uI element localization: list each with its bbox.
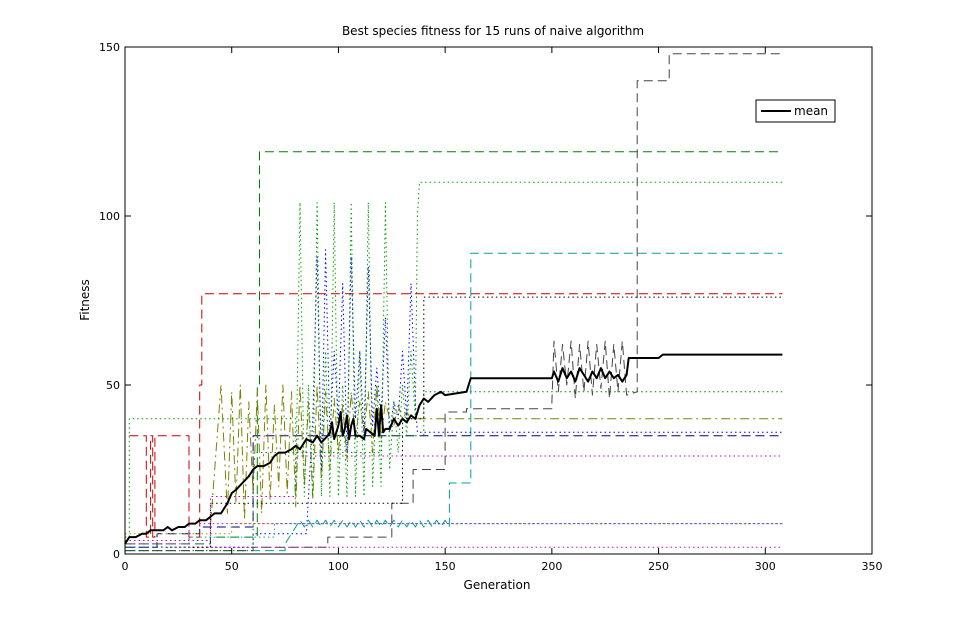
x-tick-label-5: 250	[648, 560, 669, 573]
series-line-mean	[124, 353, 783, 545]
series-layer	[124, 53, 783, 552]
plot-area	[125, 47, 872, 554]
series-line-run-10	[125, 455, 783, 541]
x-tick-label-4: 200	[541, 560, 562, 573]
y-axis-label: Fitness	[78, 279, 92, 321]
x-tick-label-3: 150	[435, 560, 456, 573]
series-line-run-4	[125, 252, 783, 552]
legend: mean	[755, 99, 836, 123]
tick-layer: 0 50 100 150 200 250 300 350 0 50 100 150	[99, 41, 883, 573]
legend-box	[755, 99, 836, 123]
series-line-run-2	[129, 293, 783, 538]
series-line-run-5	[209, 384, 783, 528]
y-tick-label-2: 100	[99, 210, 120, 223]
x-tick-label-0: 0	[122, 560, 129, 573]
series-line-run-1	[125, 435, 783, 548]
series-line-run-11	[125, 181, 783, 538]
y-tick-label-0: 0	[113, 548, 120, 561]
x-tick-label-6: 300	[755, 560, 776, 573]
x-tick-label-2: 100	[328, 560, 349, 573]
x-tick-label-1: 50	[225, 560, 239, 573]
x-tick-label-7: 350	[862, 560, 883, 573]
plot-frame	[124, 46, 873, 555]
series-line-run-3	[125, 151, 783, 545]
series-line-run-9	[125, 523, 783, 545]
chart-title: Best species fitness for 15 runs of naiv…	[342, 24, 644, 38]
y-tick-label-1: 50	[106, 379, 120, 392]
legend-label-mean: mean	[794, 104, 828, 118]
y-tick-label-3: 150	[99, 41, 120, 54]
series-line-run-15	[125, 523, 783, 548]
x-axis-label: Generation	[464, 578, 531, 592]
